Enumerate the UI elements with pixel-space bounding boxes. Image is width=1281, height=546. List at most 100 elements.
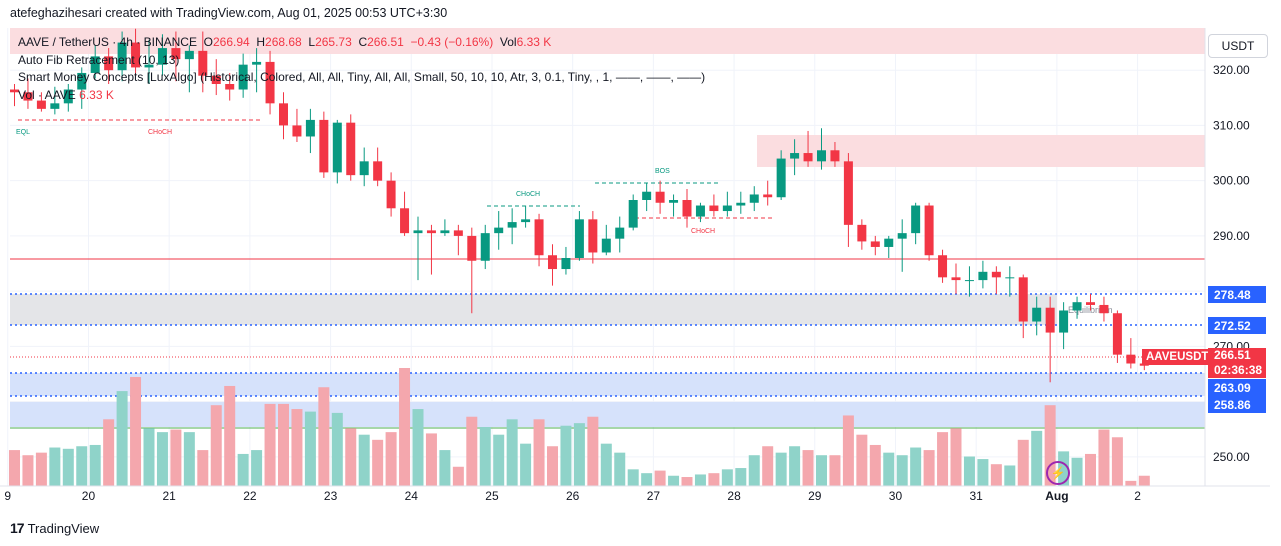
bolt-icon[interactable]: ⚡	[1046, 461, 1070, 485]
volume-bar	[9, 450, 20, 486]
time-axis[interactable]: 9 20 21 22 23 24 25 26 27 28 29 30 31 Aug 2	[4, 489, 1141, 503]
volume-bar	[1017, 439, 1029, 486]
candle-body	[521, 219, 531, 223]
level-lines	[10, 119, 1205, 429]
indicator-fib[interactable]: Auto Fib Retracement (10, 13)	[18, 52, 180, 67]
time-tick-label: 31	[969, 489, 983, 503]
candle-body	[991, 271, 1001, 278]
time-tick-label: 20	[82, 489, 96, 503]
volume-bar	[990, 464, 1002, 486]
volume-bar	[1138, 475, 1150, 486]
candle-body	[198, 50, 208, 76]
volume-bar	[210, 405, 222, 486]
choch-label-3: CHoCH	[691, 228, 715, 235]
volume-bar	[600, 443, 612, 486]
candle-body	[790, 153, 800, 159]
candle-body	[157, 48, 167, 65]
candle-body	[386, 180, 396, 209]
candle-body	[373, 161, 383, 181]
candle-body	[453, 230, 463, 236]
symbol-tag: AAVEUSDT	[1142, 349, 1213, 365]
volume-bar	[1125, 480, 1137, 486]
time-tick-label: 24	[405, 489, 419, 503]
candle-body	[10, 89, 19, 93]
candle-body	[817, 150, 826, 162]
tradingview-brand: TradingView	[27, 520, 100, 536]
candle-body	[951, 277, 961, 281]
candle-body	[507, 222, 517, 228]
volume-bar	[883, 452, 895, 486]
tradingview-logo-icon: 17	[10, 520, 25, 536]
candle-body	[1059, 310, 1069, 333]
volume-bar	[869, 444, 881, 486]
symbol-name[interactable]: AAVE / TetherUS · 4h · BINANCE	[18, 35, 197, 49]
indicator-smc[interactable]: Smart Money Concepts [LuxAlgo] (Historic…	[18, 70, 706, 84]
demand-zone-1	[10, 373, 1205, 396]
time-tick-label: 22	[243, 489, 257, 503]
candle-body	[1005, 277, 1015, 279]
volume-bar	[130, 376, 142, 486]
change-value: −0.43 (−0.16%)	[410, 35, 494, 49]
time-tick-label: 28	[727, 489, 741, 503]
candle-body	[884, 238, 894, 247]
currency-button[interactable]: USDT	[1208, 34, 1268, 58]
volume-bar	[1098, 429, 1110, 486]
candle-body	[292, 125, 302, 137]
volume-bar	[103, 419, 115, 486]
volume-bar	[641, 473, 653, 486]
volume-bar	[76, 446, 88, 486]
volume-bar	[156, 432, 168, 486]
eql-label: EQL	[16, 129, 30, 136]
candle-body	[736, 202, 746, 206]
volume-bar	[291, 409, 303, 486]
candle-body	[400, 208, 410, 234]
candle-body	[238, 64, 248, 90]
volume-bar	[264, 403, 276, 486]
volume-bar	[614, 452, 626, 486]
time-tick-label: 2	[1134, 489, 1141, 503]
volume-bar	[1004, 465, 1016, 486]
volume-bar	[1085, 453, 1096, 486]
volume-bar	[775, 452, 787, 486]
volume-bar	[35, 452, 47, 486]
candle-body	[36, 100, 46, 109]
volume-bar	[493, 434, 505, 486]
candle-body	[588, 219, 598, 253]
bos-label: BOS	[655, 168, 670, 175]
volume-bar	[183, 432, 195, 486]
volume-bar	[62, 448, 74, 486]
volume-bar	[399, 368, 411, 486]
price-tick-label: 300.00	[1213, 174, 1250, 188]
time-tick-label: 30	[889, 489, 903, 503]
candle-body	[857, 224, 867, 242]
candle-body	[561, 258, 571, 270]
candle-body	[332, 122, 342, 173]
volume-bar	[654, 470, 666, 486]
volume-bar	[762, 446, 774, 486]
candle-body	[117, 42, 127, 71]
volume-bar	[816, 455, 827, 486]
volume-bar	[1044, 405, 1056, 486]
candle-body	[494, 227, 504, 234]
indicator-volume[interactable]: Vol · AAVE 6.33 K	[18, 87, 705, 105]
indicator-volume-label: Vol · AAVE	[18, 87, 76, 102]
candle-body	[184, 50, 194, 60]
volume-bar	[385, 432, 397, 486]
candle-body	[413, 230, 423, 234]
volume-bar	[89, 444, 101, 486]
volume-bar	[439, 450, 451, 486]
price-tick-label: 320.00	[1213, 63, 1250, 77]
candle-body	[467, 235, 477, 261]
volume-bar	[331, 412, 343, 486]
volume-bar	[412, 409, 424, 486]
time-tick-label: 29	[808, 489, 822, 503]
footer-brand[interactable]: 17 TradingView	[10, 520, 99, 536]
volume-bar	[829, 455, 841, 486]
low-label: L	[308, 35, 316, 49]
high-label: H	[256, 35, 266, 49]
candles	[10, 28, 1149, 383]
candle-body	[319, 119, 329, 173]
candle-body	[23, 92, 33, 101]
time-tick-label: 27	[647, 489, 661, 503]
